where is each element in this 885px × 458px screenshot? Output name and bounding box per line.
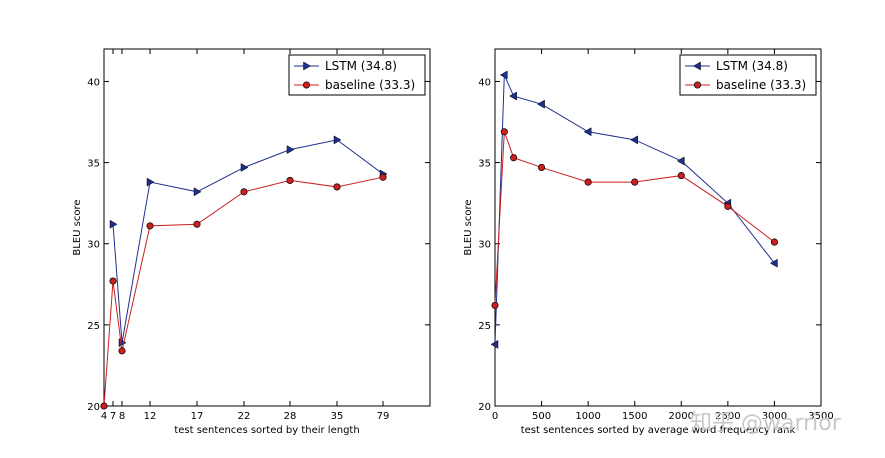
x-tick-label: 1500 bbox=[622, 411, 647, 422]
data-point bbox=[510, 154, 518, 162]
legend-box bbox=[288, 54, 426, 96]
data-point bbox=[240, 188, 248, 196]
series-lstm bbox=[109, 135, 388, 348]
data-point bbox=[146, 222, 154, 230]
data-point bbox=[538, 163, 546, 172]
data-point bbox=[286, 176, 294, 184]
legend-box bbox=[679, 54, 817, 96]
y-tick-label: 35 bbox=[87, 159, 100, 170]
data-point bbox=[118, 347, 126, 355]
data-point bbox=[499, 70, 508, 80]
x-tick-label: 17 bbox=[191, 411, 204, 422]
x-tick-label: 3500 bbox=[808, 411, 833, 422]
x-axis-label: test sentences sorted by their length bbox=[174, 425, 359, 436]
series-line bbox=[112, 139, 384, 343]
data-point bbox=[724, 202, 732, 210]
x-tick-label: 3000 bbox=[762, 411, 787, 422]
x-tick-label: 22 bbox=[238, 411, 251, 422]
data-point bbox=[537, 99, 545, 109]
watermark: 知乎 @warrior bbox=[690, 411, 842, 436]
x-tick-label: 2500 bbox=[715, 411, 740, 422]
data-point bbox=[333, 135, 342, 145]
chart-right-panel: 20 25 30 35 40 0 500 1000 1500 2000 2500 3000 3500 te… bbox=[463, 48, 834, 436]
series-line bbox=[494, 131, 775, 306]
legend: LSTM (34.8) baseline (33.3) bbox=[288, 54, 426, 96]
legend-label: baseline (33.3) bbox=[716, 78, 806, 92]
data-point bbox=[770, 238, 778, 246]
x-axis-label: test sentences sorted by average word fr… bbox=[521, 425, 796, 436]
legend-label: LSTM (34.8) bbox=[325, 59, 397, 73]
legend-marker bbox=[693, 81, 702, 89]
y-tick-label: 35 bbox=[478, 159, 491, 170]
plot-frame bbox=[494, 48, 822, 407]
x-tick-label: 79 bbox=[377, 411, 390, 422]
data-point bbox=[630, 135, 638, 145]
x-tick-label: 7 bbox=[110, 411, 116, 422]
x-tick-label: 35 bbox=[331, 411, 344, 422]
y-tick-label: 40 bbox=[478, 77, 491, 88]
plot-frame bbox=[103, 48, 431, 407]
series-baseline bbox=[100, 173, 387, 410]
data-point bbox=[193, 220, 201, 228]
x-tick-label: 12 bbox=[144, 411, 157, 422]
legend-marker bbox=[302, 81, 311, 89]
data-point bbox=[584, 178, 592, 186]
series-lstm bbox=[490, 70, 778, 349]
y-tick-label: 25 bbox=[478, 321, 491, 332]
chart-left-panel: 20 25 30 35 40 4 7 8 12 17 22 28 35 79 test sentences … bbox=[72, 48, 431, 436]
data-point bbox=[146, 177, 155, 187]
y-axis-label: BLEU score bbox=[463, 199, 474, 255]
data-point bbox=[333, 183, 341, 191]
x-tick-label: 4 bbox=[101, 411, 107, 422]
legend-label: LSTM (34.8) bbox=[716, 59, 788, 73]
data-point bbox=[193, 187, 202, 197]
data-point bbox=[509, 91, 517, 101]
y-tick-label: 30 bbox=[87, 240, 100, 251]
y-axis-label: BLEU score bbox=[72, 199, 83, 255]
y-tick-label: 20 bbox=[478, 402, 491, 413]
legend: LSTM (34.8) baseline (33.3) bbox=[679, 54, 817, 96]
data-point bbox=[109, 277, 117, 285]
y-tick-label: 30 bbox=[478, 240, 491, 251]
data-point bbox=[500, 128, 508, 136]
data-point bbox=[583, 127, 592, 137]
data-point bbox=[677, 172, 685, 180]
x-tick-label: 0 bbox=[492, 411, 498, 422]
data-point bbox=[286, 145, 295, 155]
data-point bbox=[100, 402, 108, 410]
data-point bbox=[676, 156, 685, 166]
y-tick-label: 40 bbox=[87, 77, 100, 88]
legend-marker bbox=[303, 61, 312, 71]
y-tick-label: 25 bbox=[87, 321, 100, 332]
x-tick-label: 28 bbox=[284, 411, 297, 422]
data-point bbox=[491, 301, 499, 309]
series-line bbox=[103, 176, 384, 407]
data-point bbox=[109, 219, 118, 229]
data-point bbox=[631, 178, 639, 186]
x-tick-label: 2000 bbox=[669, 411, 694, 422]
legend-marker bbox=[692, 61, 701, 71]
x-tick-label: 500 bbox=[532, 411, 551, 422]
data-point bbox=[379, 173, 387, 181]
data-point bbox=[769, 258, 778, 268]
x-tick-label: 8 bbox=[119, 411, 125, 422]
legend-label: baseline (33.3) bbox=[325, 78, 415, 92]
data-point bbox=[240, 163, 249, 172]
y-tick-label: 20 bbox=[87, 402, 100, 413]
data-point bbox=[490, 339, 499, 349]
series-baseline bbox=[491, 128, 778, 309]
x-tick-label: 1000 bbox=[575, 411, 600, 422]
